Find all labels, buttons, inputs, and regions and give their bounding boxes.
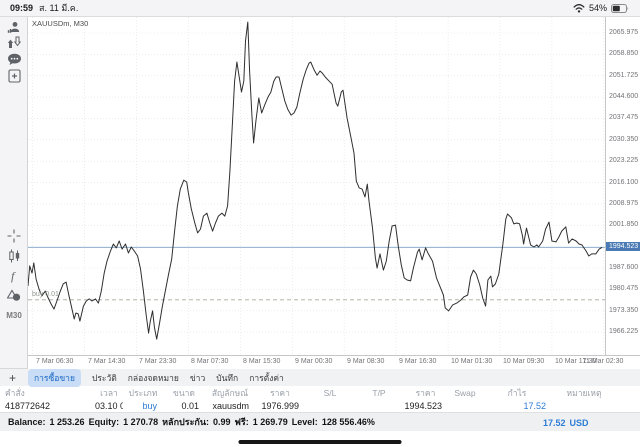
new-order-icon[interactable] — [0, 68, 28, 84]
positions-table-header: คำสั่ง เวลา ประเภท ขนาด สัญลักษณ์ ราคา S… — [0, 386, 640, 399]
y-tick-label: 1987.600 — [609, 264, 639, 271]
battery-percent: 54% — [588, 3, 607, 13]
y-tick-label: 2058.850 — [609, 50, 639, 57]
tab-trade[interactable]: การซื้อขาย — [28, 368, 81, 387]
crosshair-icon[interactable] — [0, 228, 28, 244]
position-price: 1994.523 — [404, 400, 442, 411]
x-tick-label: 8 Mar 07:30 — [191, 358, 229, 365]
price-chart[interactable]: XAUUSDm, M30 2065.975 2058.850 2051.725 204… — [28, 17, 640, 369]
y-tick-label: 2044.600 — [609, 93, 639, 100]
clock: 09:59 — [10, 3, 34, 13]
y-tick-label: 2023.225 — [609, 157, 639, 164]
new-order-plus-button[interactable]: + — [9, 370, 17, 385]
col-time: เวลา — [100, 387, 118, 398]
col-volume: ขนาด — [173, 387, 195, 398]
chart-plot[interactable] — [28, 17, 605, 355]
left-toolbar: f M30 — [0, 17, 28, 368]
battery-icon — [611, 3, 630, 13]
margin-level-label: Level: — [291, 417, 318, 427]
col-profit: กำไร — [507, 387, 527, 398]
tab-history[interactable]: ประวัติ — [91, 372, 117, 383]
position-time: 03.10 04:06 — [95, 400, 123, 411]
col-comment: หมายเหตุ — [566, 387, 602, 398]
buy-position-label: buy 0.01 — [32, 291, 59, 298]
x-tick-label: 9 Mar 08:30 — [347, 358, 385, 365]
col-type: ประเภท — [128, 387, 158, 398]
balance-label: Balance: — [8, 417, 46, 427]
x-tick-label: 7 Mar 23:30 — [139, 358, 177, 365]
time-axis: 7 Mar 06:30 7 Mar 14:30 7 Mar 23:30 8 Mar 0… — [28, 355, 640, 369]
x-tick-label: 7 Mar 06:30 — [36, 358, 74, 365]
y-tick-label: 2065.975 — [609, 29, 639, 36]
x-tick-label: 7 Mar 14:30 — [88, 358, 126, 365]
notifications-icon[interactable] — [0, 34, 28, 50]
position-open: 1976.999 — [261, 400, 299, 411]
profile-icon[interactable] — [0, 19, 28, 35]
total-profit: 17.52 USD — [543, 413, 589, 432]
col-price: ราคา — [415, 387, 436, 398]
margin-value: 0.99 — [213, 417, 231, 427]
x-tick-label: 10 Mar 09:30 — [503, 358, 545, 365]
tab-mailbox[interactable]: กล่องจดหมาย — [127, 372, 179, 383]
candles-icon[interactable] — [0, 248, 28, 264]
free-margin-value: 1 269.79 — [252, 417, 288, 427]
x-tick-label: 11 Mar 02:30 — [582, 358, 624, 365]
position-profit: 17.52 — [523, 400, 546, 411]
position-row[interactable]: 418772642 03.10 04:06 buy 0.01 xauusdm 1… — [0, 399, 640, 412]
col-tp: T/P — [372, 387, 386, 398]
wifi-icon — [573, 3, 585, 13]
y-tick-label: 1980.475 — [609, 285, 639, 292]
position-type: buy — [142, 400, 157, 411]
position-volume: 0.01 — [181, 400, 199, 411]
col-sl: S/L — [323, 387, 337, 398]
indicator-f-icon[interactable]: f — [0, 268, 28, 284]
position-order: 418772642 — [5, 400, 51, 411]
balance-value: 1 253.26 — [49, 417, 85, 427]
price-axis: 2065.975 2058.850 2051.725 2044.600 2037.475… — [605, 17, 640, 355]
y-tick-label: 2001.850 — [609, 221, 639, 228]
equity-label: Equity: — [88, 417, 120, 427]
col-swap: Swap — [454, 387, 476, 398]
timeframe-button[interactable]: M30 — [6, 310, 22, 320]
chat-icon[interactable] — [0, 51, 28, 67]
col-order: คำสั่ง — [5, 387, 25, 398]
x-tick-label: 8 Mar 15:30 — [243, 358, 281, 365]
chart-symbol-label: XAUUSDm, M30 — [32, 19, 89, 28]
free-margin-label: ฟรี: — [234, 417, 249, 427]
margin-level-value: 128 556.46% — [321, 417, 375, 427]
current-price-badge: 1994.523 — [606, 242, 640, 251]
y-tick-label: 2016.100 — [609, 179, 639, 186]
tab-news[interactable]: ข่าว — [189, 372, 206, 383]
account-summary: Balance: 1 253.26 Equity: 1 270.78 หลักป… — [0, 412, 640, 431]
x-tick-label: 10 Mar 17:30 — [555, 358, 597, 365]
y-tick-label: 2051.725 — [609, 72, 639, 79]
position-symbol: xauusdm — [212, 400, 249, 411]
tab-settings[interactable]: การตั้งค่า — [249, 372, 284, 383]
bottom-tab-bar: + การซื้อขาย ประวัติ กล่องจดหมาย ข่าว บั… — [0, 368, 640, 387]
x-tick-label: 9 Mar 16:30 — [399, 358, 437, 365]
x-tick-label: 10 Mar 01:30 — [451, 358, 493, 365]
objects-icon[interactable] — [0, 287, 28, 303]
col-open: ราคา — [270, 387, 290, 398]
margin-label: หลักประกัน: — [162, 417, 210, 427]
y-tick-label: 1966.225 — [609, 328, 639, 335]
status-date: ส. 11 มี.ค. — [39, 3, 79, 13]
svg-text:f: f — [11, 269, 16, 283]
y-tick-label: 2037.475 — [609, 114, 639, 121]
status-bar: 09:59 ส. 11 มี.ค. 54% — [0, 0, 640, 16]
price-line-series — [28, 21, 603, 340]
tab-journal[interactable]: บันทึก — [216, 372, 239, 383]
home-indicator[interactable] — [238, 440, 402, 444]
x-tick-label: 9 Mar 00:30 — [295, 358, 333, 365]
total-profit-value: 17.52 — [543, 417, 566, 428]
y-tick-label: 2008.975 — [609, 200, 639, 207]
y-tick-label: 1973.350 — [609, 307, 639, 314]
y-tick-label: 2030.350 — [609, 136, 639, 143]
total-profit-currency: USD — [569, 417, 589, 428]
col-symbol: สัญลักษณ์ — [211, 387, 249, 398]
bottom-strip — [0, 431, 640, 447]
equity-value: 1 270.78 — [123, 417, 159, 427]
